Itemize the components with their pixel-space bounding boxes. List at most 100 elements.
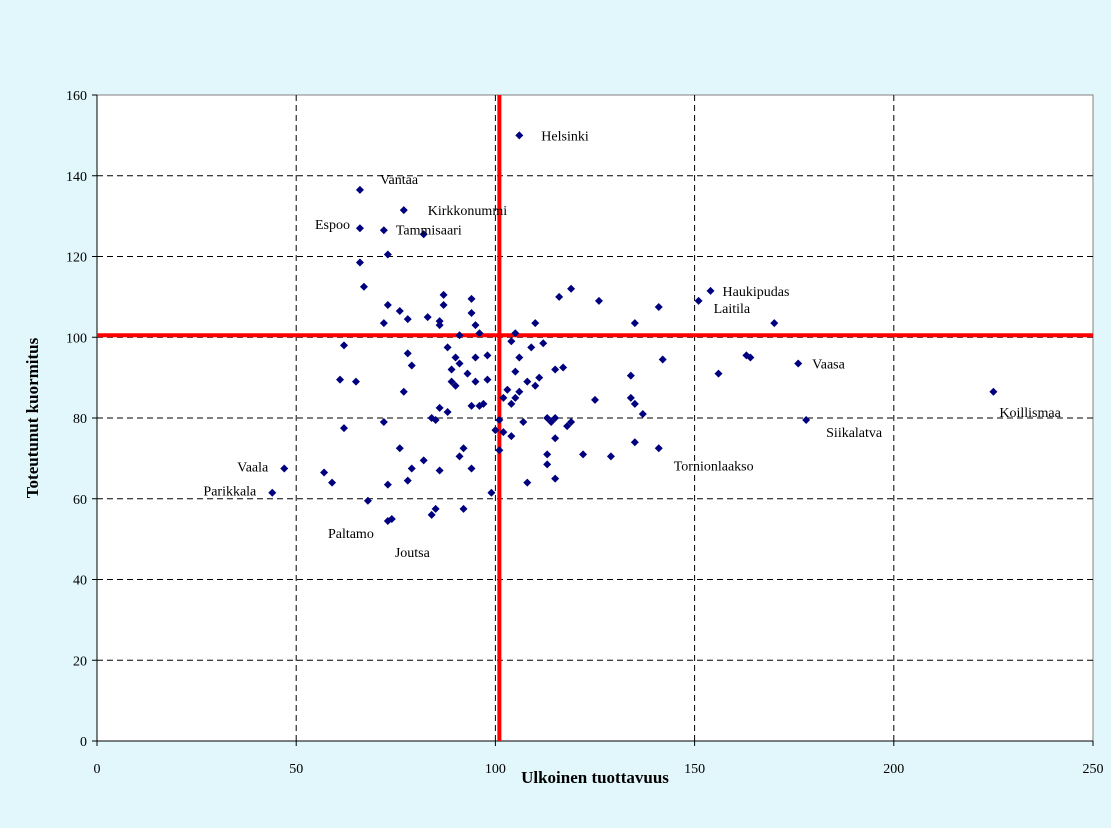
data-point bbox=[511, 393, 520, 402]
data-point bbox=[543, 460, 552, 469]
data-point bbox=[523, 377, 532, 386]
data-point bbox=[511, 329, 520, 338]
data-point bbox=[483, 351, 492, 360]
data-point bbox=[543, 450, 552, 459]
x-tick-label: 100 bbox=[485, 762, 506, 777]
data-point bbox=[531, 381, 540, 390]
data-point bbox=[359, 282, 368, 291]
data-point-koillismaa bbox=[989, 387, 998, 396]
data-point-tornionlaakso bbox=[654, 444, 663, 453]
data-point bbox=[491, 426, 500, 435]
point-label-parikkala: Parikkala bbox=[203, 485, 257, 500]
y-tick-label: 0 bbox=[80, 735, 87, 750]
data-point bbox=[579, 450, 588, 459]
data-point bbox=[427, 510, 436, 519]
data-point bbox=[551, 365, 560, 374]
data-point bbox=[459, 504, 468, 513]
data-point bbox=[447, 377, 456, 386]
data-point-vaasa bbox=[794, 359, 803, 368]
data-point bbox=[463, 369, 472, 378]
data-point bbox=[475, 329, 484, 338]
data-point bbox=[431, 504, 440, 513]
data-point bbox=[535, 373, 544, 382]
x-tick-label: 200 bbox=[883, 762, 904, 777]
data-point bbox=[383, 480, 392, 489]
data-point bbox=[351, 377, 360, 386]
data-point bbox=[443, 407, 452, 416]
data-point bbox=[383, 250, 392, 259]
point-label-helsinki: Helsinki bbox=[541, 129, 589, 144]
data-point bbox=[471, 353, 480, 362]
data-point bbox=[383, 300, 392, 309]
data-point bbox=[626, 371, 635, 380]
data-point bbox=[606, 452, 615, 461]
data-point bbox=[407, 361, 416, 370]
point-label-koillismaa: Koillismaa bbox=[999, 406, 1061, 421]
y-axis-title: Toteutunut kuormitus bbox=[23, 337, 42, 498]
data-point-vaala bbox=[280, 464, 289, 473]
grid-lines bbox=[97, 95, 1093, 741]
data-point bbox=[467, 401, 476, 410]
data-point bbox=[439, 290, 448, 299]
data-point bbox=[451, 381, 460, 390]
data-point-haukipudas bbox=[706, 286, 715, 295]
point-label-espoo: Espoo bbox=[315, 218, 350, 233]
data-point bbox=[531, 319, 540, 328]
data-point bbox=[455, 331, 464, 340]
data-point bbox=[539, 339, 548, 348]
point-label-haukipudas: Haukipudas bbox=[723, 285, 790, 300]
data-point-parikkala bbox=[268, 488, 277, 497]
data-point-vantaa bbox=[355, 185, 364, 194]
x-tick-label: 250 bbox=[1083, 762, 1104, 777]
data-point bbox=[591, 395, 599, 404]
data-point-espoo bbox=[355, 224, 364, 233]
data-point bbox=[435, 321, 444, 330]
data-point bbox=[483, 375, 492, 384]
data-point bbox=[551, 434, 560, 443]
data-points bbox=[268, 131, 998, 525]
data-point bbox=[746, 353, 755, 362]
data-point bbox=[395, 444, 404, 453]
x-tick-label: 150 bbox=[684, 762, 705, 777]
x-axis-title: Ulkoinen tuottavuus bbox=[521, 768, 669, 787]
data-point bbox=[340, 424, 349, 433]
data-point bbox=[407, 464, 416, 473]
data-point bbox=[431, 416, 440, 425]
data-point bbox=[551, 474, 560, 483]
data-point bbox=[363, 496, 372, 505]
data-point bbox=[451, 353, 460, 362]
data-point bbox=[519, 418, 528, 427]
data-point bbox=[419, 456, 428, 465]
data-point bbox=[547, 418, 556, 427]
data-point bbox=[495, 416, 504, 425]
data-point bbox=[630, 319, 639, 328]
data-point bbox=[355, 258, 364, 267]
data-point bbox=[507, 337, 516, 346]
data-point bbox=[559, 363, 568, 372]
data-point-joutsa bbox=[387, 514, 396, 523]
data-point bbox=[467, 294, 476, 303]
data-point bbox=[471, 377, 480, 386]
data-point bbox=[523, 478, 532, 487]
data-point bbox=[567, 284, 576, 293]
data-point bbox=[630, 399, 639, 408]
data-point bbox=[379, 418, 388, 427]
data-point bbox=[423, 313, 432, 322]
point-label-kirkkonummi: Kirkkonummi bbox=[428, 204, 507, 219]
data-point bbox=[455, 452, 464, 461]
y-tick-label: 80 bbox=[73, 412, 87, 427]
data-point bbox=[439, 300, 448, 309]
point-labels: Helsinki Vantaa Kirkkonummi Espoo Tammisaari… bbox=[203, 129, 1061, 561]
data-point bbox=[340, 341, 349, 350]
data-point bbox=[467, 309, 476, 318]
tick-labels: 0 20 40 60 80 100 120 140 160 0 50 100 150 200 250 bbox=[66, 89, 1104, 777]
point-label-vantaa: Vantaa bbox=[380, 173, 419, 188]
data-point bbox=[507, 399, 516, 408]
data-point bbox=[435, 317, 444, 326]
data-point bbox=[507, 432, 516, 441]
data-point bbox=[563, 422, 572, 431]
data-point bbox=[499, 393, 508, 402]
data-point bbox=[543, 414, 552, 422]
data-point-helsinki bbox=[515, 131, 524, 140]
